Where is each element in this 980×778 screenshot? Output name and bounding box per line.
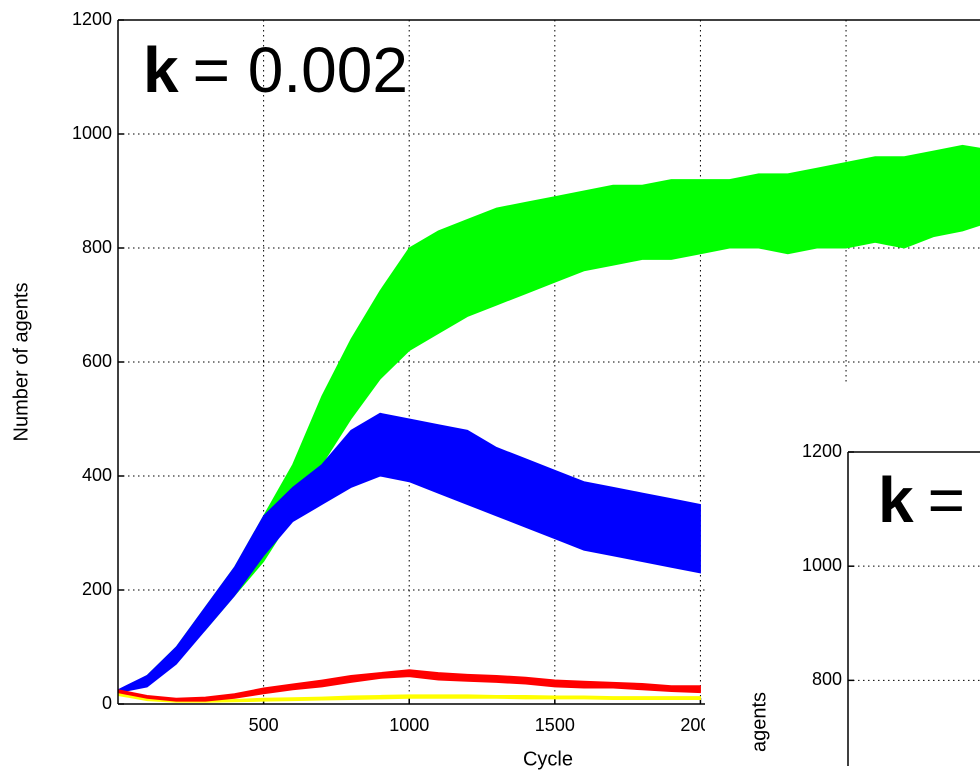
y-tick-label: 200 [82, 579, 112, 599]
y-tick-label: 600 [82, 351, 112, 371]
x-axis-label: Cycle [523, 748, 573, 770]
y-tick-label: 800 [82, 237, 112, 257]
y-tick-label: 0 [102, 693, 112, 713]
x-tick-label: 1000 [389, 715, 429, 735]
annotation: k = 0.002 [143, 34, 408, 106]
annotation-symbol: k [143, 34, 179, 106]
y-tick-label: 400 [82, 465, 112, 485]
series-band [118, 412, 701, 694]
x-tick-label: 1500 [535, 715, 575, 735]
y-tick-label: 1200 [802, 441, 842, 461]
y-tick-label: 1000 [802, 555, 842, 575]
y-axis-label: Number of agents [10, 283, 32, 442]
series-band [118, 144, 980, 695]
series-band [118, 692, 701, 703]
annotation-text: = 0.002 [193, 34, 408, 106]
panel-background [705, 383, 980, 778]
annotation-text: = [928, 464, 965, 536]
y-tick-label: 1000 [72, 123, 112, 143]
y-axis-label: agents [748, 692, 770, 752]
series-band [118, 669, 701, 702]
x-tick-label: 500 [249, 715, 279, 735]
annotation-symbol: k [878, 464, 914, 536]
annotation: k = [878, 464, 965, 536]
y-tick-label: 800 [812, 669, 842, 689]
y-tick-label: 1200 [72, 9, 112, 29]
